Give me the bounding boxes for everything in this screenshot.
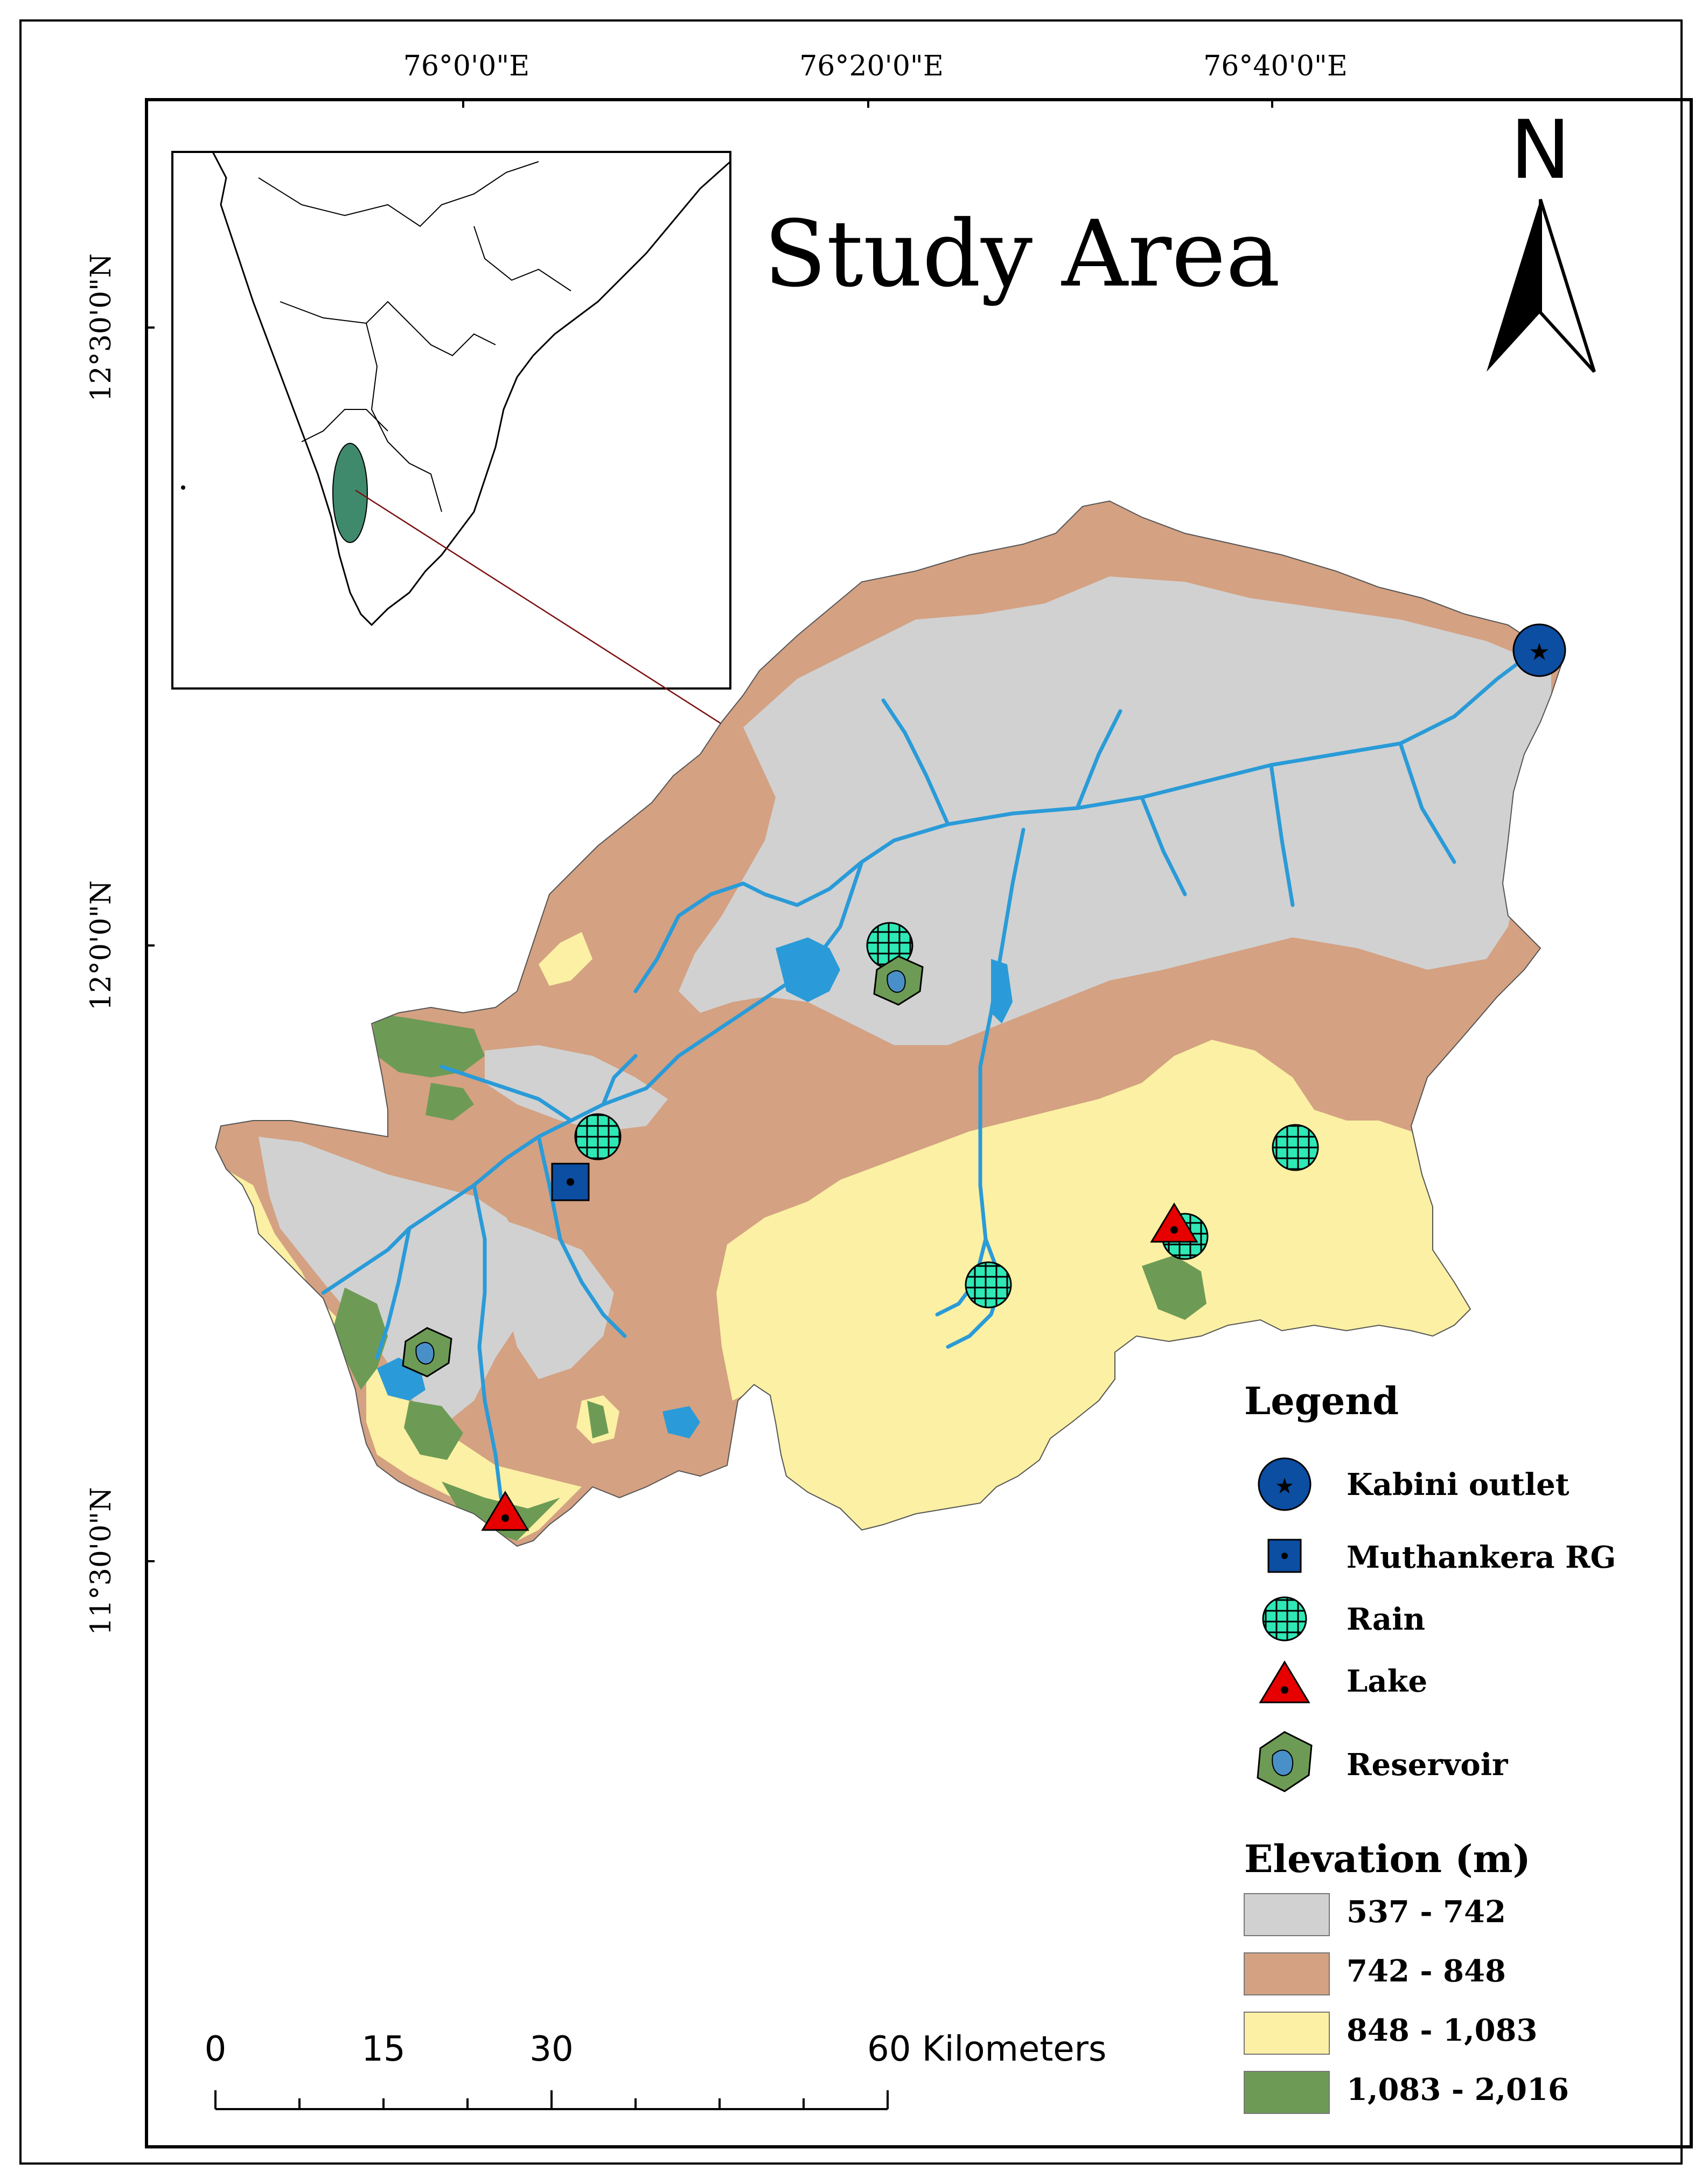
swatch — [1244, 2012, 1330, 2055]
scale-tick-label: 60 Kilometers — [867, 2029, 1106, 2069]
river-network — [321, 644, 1543, 1500]
legend-label: Reservoir — [1347, 1747, 1509, 1783]
map-title: Study Area — [764, 201, 1280, 308]
lake-marker — [481, 1491, 529, 1531]
legend-item-kabini-outlet: ★ Kabini outlet — [1258, 1457, 1570, 1511]
reservoir-marker — [402, 1327, 452, 1378]
scale-tick-label: 0 — [205, 2029, 227, 2069]
lake-marker — [1150, 1202, 1198, 1243]
swatch — [1244, 2071, 1330, 2114]
latitude-graticule: 12°30'0"N 12°0'0"N 11°30'0"N — [85, 253, 155, 1636]
map-legend: Legend ★ Kabini outlet Muthankera RG Rai… — [1244, 1379, 1616, 2114]
swatch — [1244, 1952, 1330, 1995]
legend-item-rain: Rain — [1262, 1596, 1425, 1642]
inset-locator-map — [171, 151, 765, 753]
scale-bar: 0 15 30 60 Kilometers — [205, 2029, 1106, 2110]
longitude-label: 76°20'0"E — [799, 50, 944, 82]
red-triangle-dot-icon — [1259, 1660, 1310, 1703]
svg-text:★: ★ — [1529, 638, 1550, 666]
legend-label: Lake — [1347, 1664, 1427, 1699]
legend-class-742-848: 742 - 848 — [1244, 1952, 1506, 1995]
legend-class-label: 848 - 1,083 — [1347, 2013, 1537, 2048]
legend-class-1083-2016: 1,083 - 2,016 — [1244, 2071, 1569, 2114]
blue-square-dot-icon — [1267, 1539, 1302, 1573]
scale-tick-label: 30 — [529, 2029, 573, 2069]
longitude-label: 76°0'0"E — [403, 50, 530, 82]
elevation-legend-title: Elevation (m) — [1244, 1837, 1531, 1881]
longitude-label: 76°40'0"E — [1203, 50, 1348, 82]
page-border — [19, 19, 1683, 2165]
legend-title: Legend — [1244, 1379, 1399, 1423]
cyan-grid-circle-icon — [1262, 1596, 1307, 1642]
study-area-marker — [332, 443, 368, 543]
rain-marker — [965, 1261, 1012, 1309]
legend-item-muthankera-rg: Muthankera RG — [1267, 1539, 1616, 1575]
lake-markers — [481, 1202, 1198, 1531]
legend-class-537-742: 537 - 742 — [1244, 1893, 1506, 1936]
legend-class-label: 742 - 848 — [1347, 1953, 1506, 1989]
legend-label: Rain — [1347, 1602, 1425, 1637]
elevation-1083-2016-zone — [372, 1013, 485, 1077]
map-frame — [145, 98, 1693, 2148]
legend-item-reservoir: Reservoir — [1257, 1731, 1509, 1792]
longitude-graticule: 76°0'0"E 76°20'0"E 76°40'0"E — [403, 50, 1348, 108]
legend-label: Kabini outlet — [1347, 1467, 1570, 1503]
swatch — [1244, 1893, 1330, 1936]
legend-label: Muthankera RG — [1347, 1540, 1616, 1575]
scale-tick-label: 15 — [361, 2029, 405, 2069]
north-arrow-icon: N — [1487, 103, 1596, 373]
legend-class-label: 537 - 742 — [1347, 1894, 1506, 1930]
legend-class-848-1083: 848 - 1,083 — [1244, 2012, 1537, 2055]
inset-leader-line — [355, 489, 765, 753]
legend-class-label: 1,083 - 2,016 — [1347, 2072, 1569, 2108]
reservoir-icon — [1257, 1731, 1313, 1792]
svg-text:★: ★ — [1275, 1474, 1294, 1499]
reservoir-markers — [402, 955, 924, 1378]
latitude-label: 12°30'0"N — [85, 253, 117, 401]
latitude-label: 11°30'0"N — [85, 1487, 117, 1635]
legend-item-lake: Lake — [1259, 1660, 1427, 1703]
rain-marker — [574, 1113, 622, 1160]
kabini-outlet-marker: ★ — [1512, 623, 1566, 677]
muthankera-rg-marker — [551, 1163, 590, 1201]
reservoir-marker — [873, 955, 924, 1006]
rain-marker — [1272, 1124, 1319, 1171]
svg-text:N: N — [1510, 103, 1571, 197]
latitude-label: 12°0'0"N — [85, 880, 117, 1011]
blue-circle-star-icon: ★ — [1258, 1457, 1312, 1511]
